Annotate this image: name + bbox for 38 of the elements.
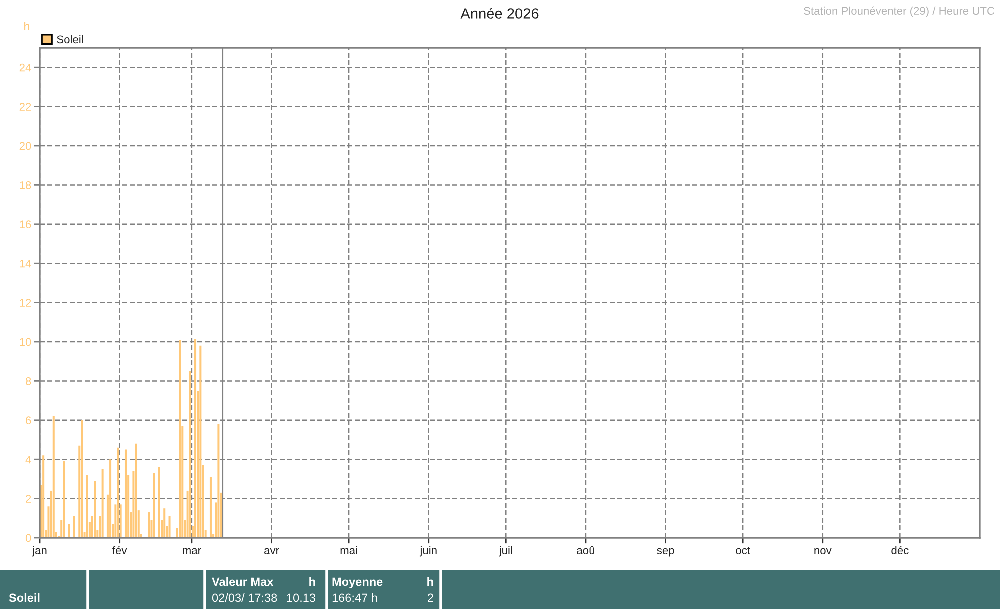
y-tick-label: 12 (20, 299, 32, 307)
x-tick-label: nov (814, 548, 832, 554)
y-tick-label: 2 (26, 495, 32, 503)
y-tick-label: 6 (26, 416, 32, 425)
chart-title: Année 2026 (460, 8, 539, 19)
text: Moyenne (332, 578, 383, 589)
y-tick-label: 10 (20, 338, 32, 346)
text: 02/03/ 17:38 (212, 593, 278, 602)
text: h (310, 577, 316, 586)
y-tick-label: 20 (20, 142, 32, 150)
x-tick-label: juil (499, 546, 512, 557)
x-tick-label: fév (112, 546, 128, 554)
x-tick-label: avr (264, 548, 280, 554)
x-tick-label: sep (657, 548, 674, 557)
y-tick-label: 22 (20, 103, 32, 111)
text: 2 (428, 594, 434, 602)
legend-label: Soleil (57, 35, 84, 44)
text: 10.13 (287, 594, 316, 602)
y-tick-label: 24 (20, 64, 32, 72)
x-tick-label: aoû (577, 546, 595, 554)
y-tick-label: 4 (26, 456, 32, 464)
text: Valeur Max (212, 577, 274, 586)
x-tick-label: mar (183, 548, 202, 554)
x-tick-label: juin (420, 546, 437, 557)
x-tick-label: déc (892, 546, 909, 554)
y-tick-label: 16 (20, 220, 32, 229)
y-tick-label: 8 (26, 377, 32, 386)
text: Station Plounéventer (29) / Heure UTC (804, 6, 995, 18)
x-tick-label: mai (340, 546, 358, 554)
text: h (428, 577, 434, 586)
y-axis-title: h (24, 22, 30, 31)
y-tick-label: 14 (20, 260, 32, 268)
text: 166:47 h (332, 593, 378, 602)
x-tick-label: oct (736, 547, 750, 554)
text: Soleil (9, 593, 40, 602)
x-tick-label: jan (32, 546, 47, 557)
y-tick-label: 0 (26, 534, 32, 542)
y-tick-label: 18 (20, 181, 32, 190)
